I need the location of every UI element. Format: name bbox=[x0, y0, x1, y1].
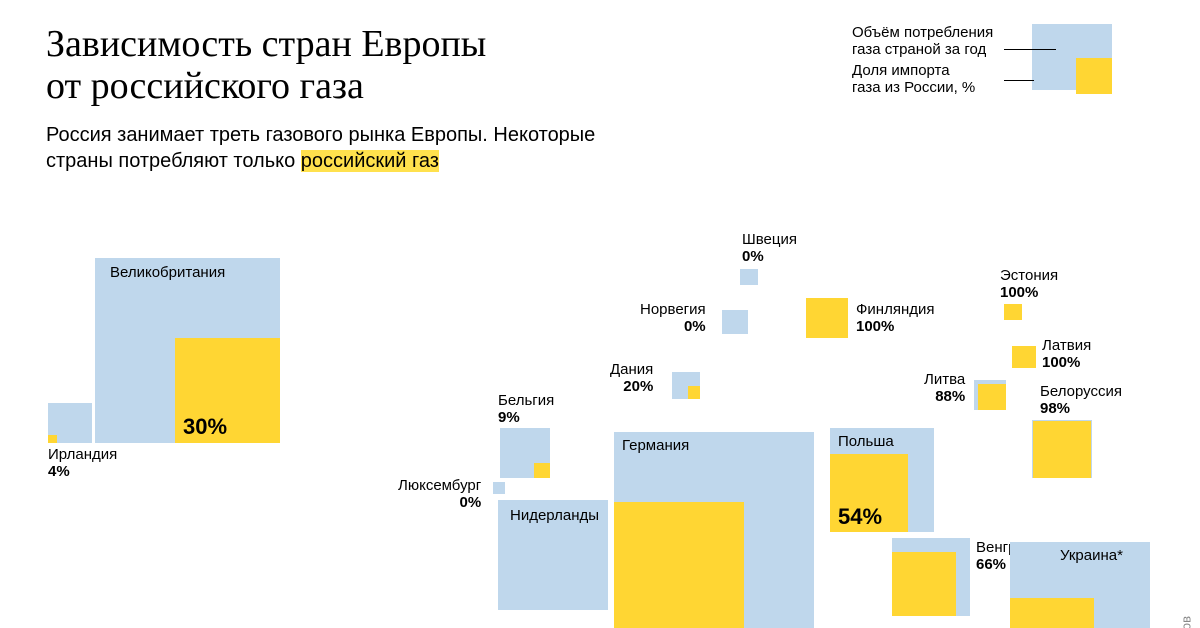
subtitle: Россия занимает треть газового рынка Евр… bbox=[46, 122, 595, 174]
country-label: Дания20% bbox=[610, 362, 653, 395]
country-label: Литва88% bbox=[924, 372, 965, 405]
country-pct-inside: 54% bbox=[838, 504, 882, 530]
country-outer bbox=[722, 310, 748, 334]
country-label: Польша bbox=[838, 434, 894, 451]
legend-line-2 bbox=[1004, 80, 1034, 81]
country-inner bbox=[614, 502, 744, 628]
subtitle-highlight: российский газ bbox=[301, 150, 439, 172]
country-label: Норвегия0% bbox=[640, 302, 706, 335]
country-inner bbox=[806, 298, 848, 338]
country-label: Нидерланды bbox=[510, 508, 599, 525]
title-line-2: от российского газа bbox=[46, 65, 364, 107]
country-label: Эстония100% bbox=[1000, 268, 1058, 301]
country-name: Белоруссия98% bbox=[1040, 384, 1122, 417]
country-pct-inside: 30% bbox=[183, 414, 227, 440]
country-label: Люксембург0% bbox=[398, 478, 481, 511]
country-inner bbox=[1012, 346, 1036, 368]
infographic-stage: Зависимость стран Европы от российского … bbox=[0, 0, 1200, 628]
country-label: Ирландия4% bbox=[48, 447, 117, 480]
country-outer bbox=[493, 482, 505, 494]
legend-label-import: Доля импорта газа из России, % bbox=[852, 62, 1008, 97]
country-inner bbox=[1004, 304, 1022, 320]
country-inner bbox=[534, 463, 550, 478]
country-inner bbox=[978, 384, 1006, 410]
country-inner bbox=[1033, 421, 1091, 478]
credit-text: р Вершинин. Арт-директор: Антон Степанов bbox=[1179, 616, 1194, 628]
legend: Объём потребления газа страной за год До… bbox=[852, 24, 1112, 94]
country-inner bbox=[1010, 598, 1094, 628]
legend-line-1 bbox=[1004, 49, 1056, 50]
country-inner bbox=[892, 552, 956, 616]
country-inner bbox=[48, 435, 57, 443]
country-label: Украина* bbox=[1060, 548, 1123, 565]
country-label: Германия bbox=[622, 438, 689, 455]
subtitle-line-1: Россия занимает треть газового рынка Евр… bbox=[46, 124, 595, 146]
country-label: Швеция0% bbox=[742, 232, 797, 265]
country-label: Финляндия100% bbox=[856, 302, 934, 335]
legend-label-consumption: Объём потребления газа страной за год bbox=[852, 24, 1008, 59]
page-title: Зависимость стран Европы от российского … bbox=[46, 24, 486, 108]
country-label: Великобритания bbox=[110, 265, 225, 282]
title-line-1: Зависимость стран Европы bbox=[46, 23, 486, 65]
legend-inner-swatch bbox=[1076, 58, 1112, 94]
country-outer bbox=[740, 269, 758, 285]
country-label: Бельгия9% bbox=[498, 393, 554, 426]
country-inner bbox=[688, 386, 700, 399]
subtitle-line-2a: страны потребляют только bbox=[46, 150, 301, 172]
country-label: Латвия100% bbox=[1042, 338, 1091, 371]
